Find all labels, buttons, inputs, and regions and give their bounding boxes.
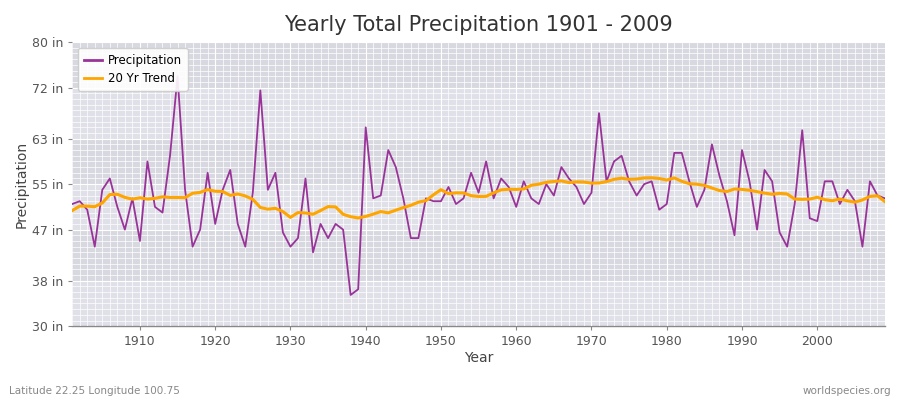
Bar (72, 281, 885, 326)
Title: Yearly Total Precipitation 1901 - 2009: Yearly Total Precipitation 1901 - 2009 (284, 15, 673, 35)
X-axis label: Year: Year (464, 351, 493, 365)
Text: worldspecies.org: worldspecies.org (803, 386, 891, 396)
Y-axis label: Precipitation: Precipitation (15, 140, 29, 228)
Bar (72, 42, 885, 88)
Bar (72, 139, 885, 184)
Legend: Precipitation, 20 Yr Trend: Precipitation, 20 Yr Trend (78, 48, 187, 90)
Bar (72, 184, 885, 230)
Text: Latitude 22.25 Longitude 100.75: Latitude 22.25 Longitude 100.75 (9, 386, 180, 396)
Bar (72, 230, 885, 281)
Bar (72, 88, 885, 139)
